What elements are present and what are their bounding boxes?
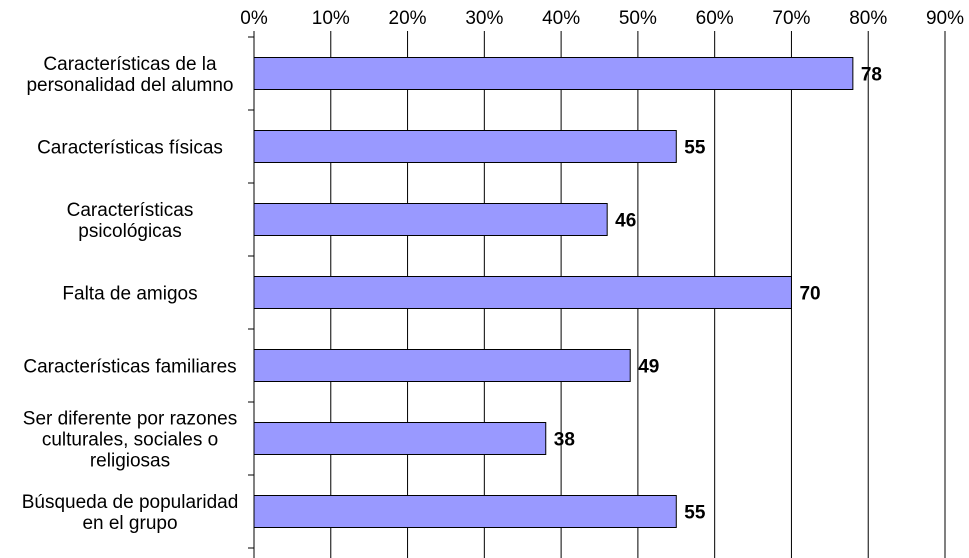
bar (253, 422, 547, 455)
x-tick-label: 20% (389, 8, 427, 29)
bar (253, 130, 677, 163)
bars (253, 57, 854, 528)
data-label: 46 (615, 211, 636, 232)
bar (253, 349, 631, 382)
bar (253, 276, 792, 309)
category-label: Ser diferente por razones culturales, soc… (23, 409, 237, 472)
category-label: Falta de amigos (62, 284, 197, 305)
x-tick-label: 60% (696, 8, 734, 29)
data-label: 78 (861, 65, 882, 86)
data-label: 70 (799, 284, 820, 305)
x-tick-label: 80% (849, 8, 887, 29)
bar (253, 495, 677, 528)
bar (253, 57, 854, 90)
data-label: 55 (684, 503, 706, 524)
category-labels: Características de la personalidad del al… (22, 54, 239, 534)
x-tick-label: 70% (772, 8, 810, 29)
bar (253, 203, 608, 236)
x-axis-ticks: 0% 10% 20% 30% 40% 50% 60% 70% 80% 90% (240, 8, 964, 29)
category-label: Características físicas (37, 138, 223, 159)
x-tick-label: 10% (312, 8, 350, 29)
data-label: 38 (554, 430, 575, 451)
x-tick-label: 50% (619, 8, 657, 29)
data-label: 49 (638, 357, 659, 378)
x-tick-label: 30% (465, 8, 503, 29)
x-tick-label: 40% (542, 8, 580, 29)
category-label: Características psicológicas (67, 200, 194, 242)
category-label: Características de la personalidad del al… (26, 54, 233, 96)
x-tick-label: 0% (240, 8, 268, 29)
x-tick-label: 90% (926, 8, 964, 29)
category-label: Características familiares (23, 357, 236, 378)
data-labels: 78 55 46 70 49 38 55 (554, 65, 882, 524)
data-label: 55 (684, 138, 706, 159)
category-label: Búsqueda de popularidad en el grupo (22, 492, 239, 534)
